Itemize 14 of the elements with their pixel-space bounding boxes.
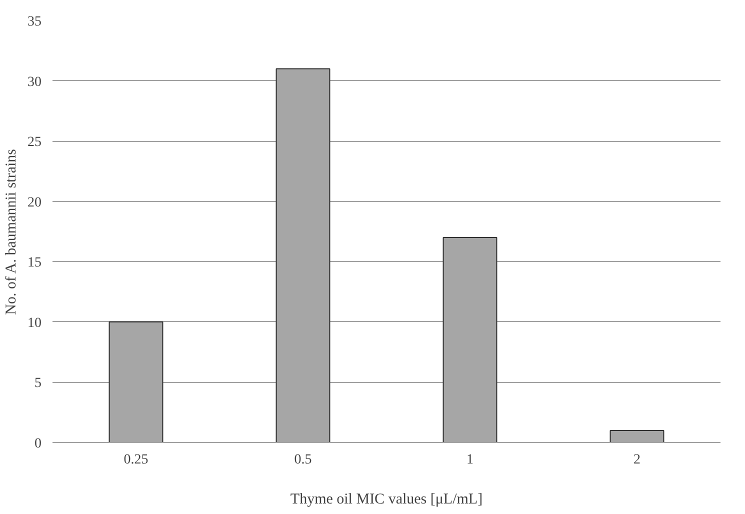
y-axis-title: No. of A. baumannii strains [4, 148, 20, 315]
y-tick-label: 0 [34, 436, 42, 452]
x-tick-label: 0.5 [294, 452, 312, 468]
y-tick-label: 5 [34, 376, 42, 392]
x-tick-label: 2 [634, 452, 640, 468]
y-tick-label: 35 [28, 14, 42, 30]
y-tick-label: 25 [28, 135, 42, 150]
x-tick-label: 1 [466, 452, 474, 468]
y-tick-label: 10 [28, 316, 42, 331]
y-tick-label: 20 [28, 195, 42, 210]
x-tick-label: 0.25 [124, 452, 148, 468]
x-axis-title: Thyme oil MIC values [μL/mL] [290, 492, 483, 508]
y-tick-label: 30 [28, 74, 42, 90]
y-tick-label: 15 [28, 256, 42, 271]
